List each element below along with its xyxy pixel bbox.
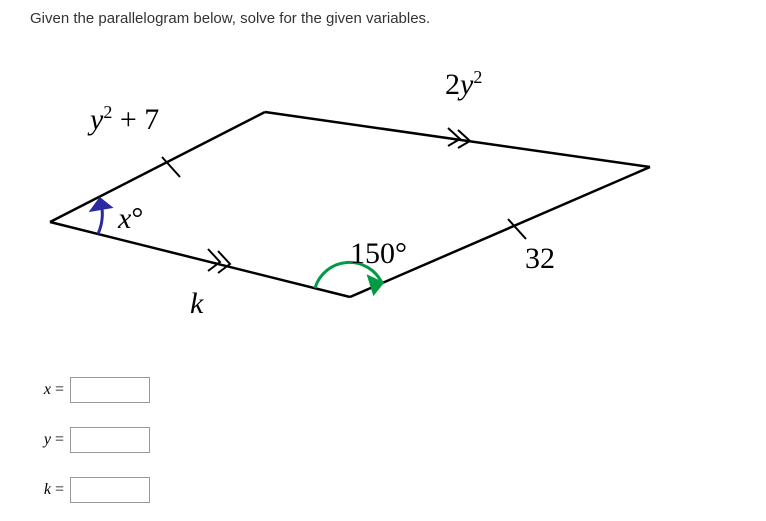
instruction-text: Given the parallelogram below, solve for…: [30, 10, 736, 27]
input-k[interactable]: [70, 477, 150, 503]
var-label-y: y =: [30, 431, 70, 449]
answer-row-x: x =: [30, 377, 736, 403]
label-2y2: 2y2: [445, 67, 482, 102]
var-label-x: x =: [30, 381, 70, 399]
parallelogram-diagram: y2 + 7 2y2 x° 150° 32 k: [30, 47, 690, 347]
label-150-degree: 150°: [350, 237, 407, 271]
input-x[interactable]: [70, 377, 150, 403]
label-x-degree: x°: [118, 202, 143, 236]
var-label-k: k =: [30, 481, 70, 499]
label-y2-plus-7: y2 + 7: [90, 102, 159, 137]
label-32: 32: [525, 242, 555, 276]
input-y[interactable]: [70, 427, 150, 453]
answer-section: x = y = k =: [30, 377, 736, 503]
answer-row-k: k =: [30, 477, 736, 503]
parallelogram-svg: [30, 47, 690, 347]
answer-row-y: y =: [30, 427, 736, 453]
label-k: k: [190, 287, 203, 321]
